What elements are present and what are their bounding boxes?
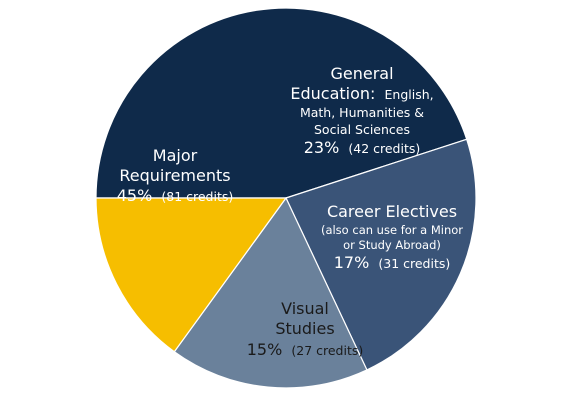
pie-slice-career-electives xyxy=(173,196,368,389)
gened-subjects-line-1: Math, Humanities & xyxy=(300,105,424,120)
label-general-education: General Education: English, Math, Humani… xyxy=(290,64,433,157)
career-credits: (31 credits) xyxy=(378,256,450,271)
career-value-line: 17% (31 credits) xyxy=(334,253,451,272)
gened-title-line-1: General xyxy=(330,64,393,83)
major-title-line-1: Major xyxy=(153,146,198,165)
pie-slice-visual-studies xyxy=(95,197,288,353)
visual-credits: (27 credits) xyxy=(291,343,363,358)
gened-subjects-line-2: Social Sciences xyxy=(314,122,410,137)
slices-layer xyxy=(95,7,477,389)
gened-education-word: Education: xyxy=(290,84,375,103)
gened-value-line: 23% (42 credits) xyxy=(304,138,421,157)
gened-percent: 23% xyxy=(304,138,340,157)
major-value-line: 45% (81 credits) xyxy=(117,186,234,205)
major-credits: (81 credits) xyxy=(161,189,233,204)
pie-slice-general-education xyxy=(285,138,477,371)
gened-credits: (42 credits) xyxy=(348,141,420,156)
career-percent: 17% xyxy=(334,253,370,272)
label-major-requirements: Major Requirements 45% (81 credits) xyxy=(117,146,234,205)
major-title-line-2: Requirements xyxy=(119,166,230,185)
visual-title-line-1: Visual xyxy=(281,299,329,318)
label-career-electives: Career Electives (also can use for a Min… xyxy=(321,202,463,272)
major-percent: 45% xyxy=(117,186,153,205)
label-visual-studies: Visual Studies 15% (27 credits) xyxy=(247,299,364,359)
career-note-line-1: (also can use for a Minor xyxy=(321,223,463,237)
visual-title-line-2: Studies xyxy=(275,319,334,338)
visual-percent: 15% xyxy=(247,340,283,359)
career-title: Career Electives xyxy=(327,202,457,221)
gened-english-word: English, xyxy=(385,87,434,102)
visual-value-line: 15% (27 credits) xyxy=(247,340,364,359)
career-note-line-2: or Study Abroad) xyxy=(343,238,441,252)
pie-slice-major-requirements xyxy=(95,7,468,199)
gened-title-line-2: Education: English, xyxy=(290,84,433,103)
